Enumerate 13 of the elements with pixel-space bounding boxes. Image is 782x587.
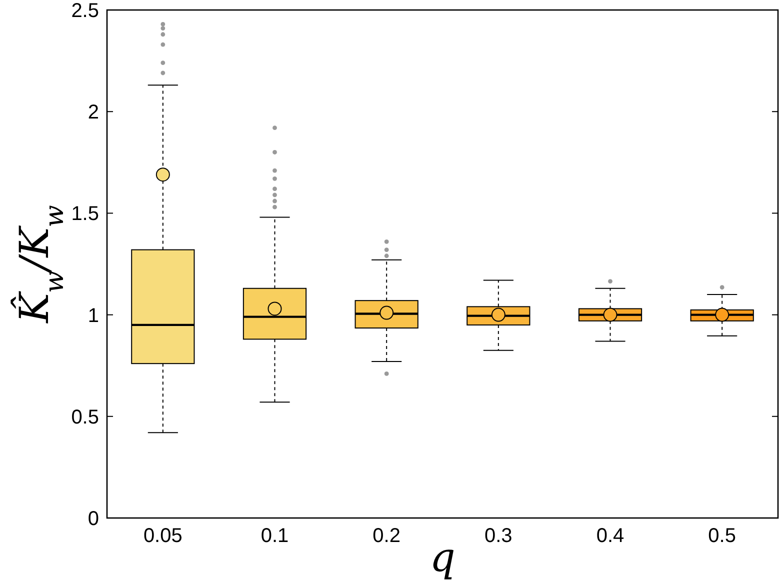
y-tick-label: 0.5 xyxy=(71,406,99,428)
x-tick-label: 0.1 xyxy=(260,525,289,547)
x-tick-label: 0.4 xyxy=(596,525,624,547)
y-tick-label: 0 xyxy=(88,508,99,530)
y-tick-label: 2.5 xyxy=(71,0,99,22)
x-tick-label: 0.5 xyxy=(708,525,736,547)
x-tick-label: 0.05 xyxy=(143,525,182,547)
x-axis-title: q xyxy=(430,535,456,581)
y-tick-label: 1.5 xyxy=(71,203,99,226)
x-tick-label: 0.3 xyxy=(484,525,512,547)
y-tick-label: 2 xyxy=(88,102,99,124)
y-tick-label: 1 xyxy=(88,304,99,327)
x-tick-label: 0.2 xyxy=(372,525,400,547)
